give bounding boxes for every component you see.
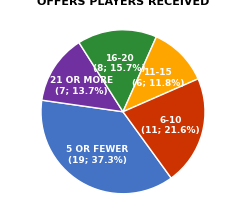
Text: 6-10
(11; 21.6%): 6-10 (11; 21.6%) [141,115,200,135]
Wedge shape [79,31,156,112]
Wedge shape [123,80,205,178]
Wedge shape [41,101,171,194]
Text: 11-15
(6; 11.8%): 11-15 (6; 11.8%) [132,68,184,87]
Text: 16-20
(8; 15.7%): 16-20 (8; 15.7%) [93,54,146,73]
Text: 5 OR FEWER
(19; 37.3%): 5 OR FEWER (19; 37.3%) [66,144,129,164]
Wedge shape [123,38,198,112]
Title: NUMBER OF DIVISION-I SCHOLARSHIP
OFFERS PLAYERS RECEIVED: NUMBER OF DIVISION-I SCHOLARSHIP OFFERS … [5,0,241,7]
Wedge shape [42,43,123,112]
Text: 21 OR MORE
(7; 13.7%): 21 OR MORE (7; 13.7%) [50,76,113,95]
